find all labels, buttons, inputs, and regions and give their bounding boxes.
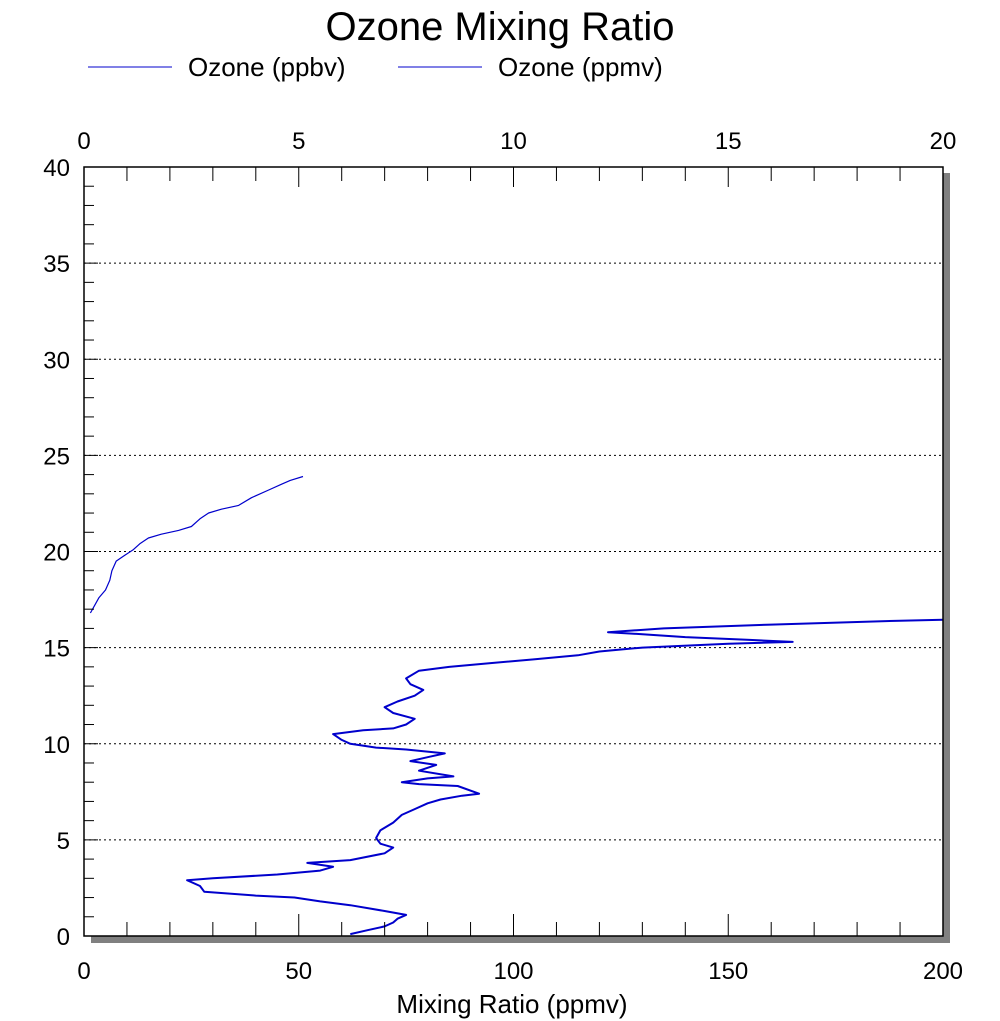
x-top-tick-label: 5: [292, 128, 305, 155]
y-tick-label: 20: [43, 540, 70, 567]
y-tick-label: 0: [57, 924, 70, 951]
x-bottom-tick-label: 100: [493, 958, 533, 985]
y-tick-label: 40: [43, 155, 70, 182]
plot-shadow-bottom: [91, 936, 950, 943]
y-tick-label: 15: [43, 636, 70, 663]
x-top-tick-label: 10: [500, 128, 527, 155]
legend-label-ppmv: Ozone (ppmv): [498, 52, 663, 82]
x-top-tick-label: 20: [930, 128, 957, 155]
y-tick-label: 5: [57, 828, 70, 855]
tick-labels: 0 5 10 15 20 25 30 35 40 0 50 100 150 200 0 5 10 15 20: [43, 128, 963, 985]
x-axis-title: Mixing Ratio (ppmv): [396, 989, 627, 1019]
legend-label-ppbv: Ozone (ppbv): [188, 52, 346, 82]
y-tick-label: 35: [43, 251, 70, 278]
y-tick-label: 10: [43, 732, 70, 759]
x-bottom-tick-label: 50: [285, 958, 312, 985]
axis-ticks: [83, 166, 944, 937]
grid-lines: [84, 262, 943, 841]
x-top-tick-label: 15: [715, 128, 742, 155]
series-line-ozone-ppbv: [89, 475, 304, 614]
x-top-tick-label: 0: [77, 128, 90, 155]
x-bottom-tick-label: 200: [923, 958, 963, 985]
chart-title: Ozone Mixing Ratio: [325, 5, 674, 49]
plot-shadow-right: [943, 173, 950, 943]
y-tick-label: 25: [43, 443, 70, 470]
legend: Ozone (ppbv) Ozone (ppmv): [88, 52, 663, 82]
series-line-ozone-ppmv: [186, 618, 944, 936]
y-tick-label: 30: [43, 347, 70, 374]
x-bottom-tick-label: 0: [77, 958, 90, 985]
x-bottom-tick-label: 150: [708, 958, 748, 985]
data-series: [89, 475, 944, 936]
